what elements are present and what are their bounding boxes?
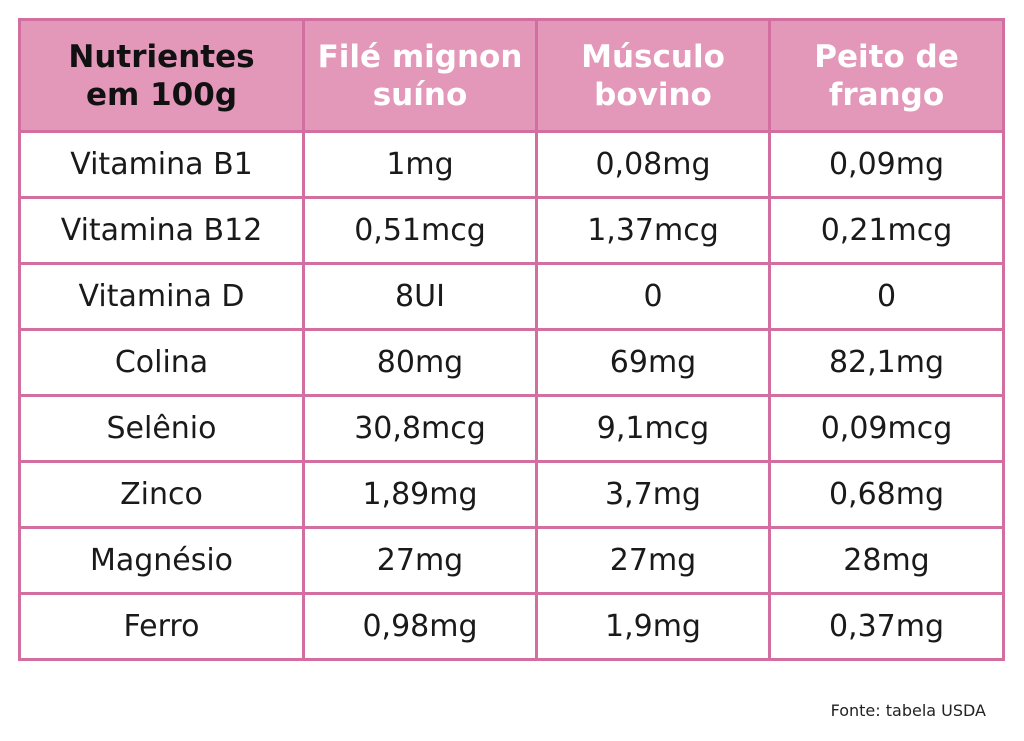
pork-value-cell: 0,98mg: [302, 592, 538, 661]
chicken-value-cell: 0,68mg: [768, 460, 1005, 529]
table-row: Selênio 30,8mcg 9,1mcg 0,09mcg: [18, 394, 1005, 463]
beef-value-cell: 0: [535, 262, 771, 331]
header-line: Músculo: [581, 38, 725, 75]
pork-value-cell: 30,8mcg: [302, 394, 538, 463]
nutrient-name-cell: Colina: [18, 328, 305, 397]
pork-value-cell: 0,51mcg: [302, 196, 538, 265]
nutrient-name-cell: Vitamina B12: [18, 196, 305, 265]
nutrient-name-cell: Selênio: [18, 394, 305, 463]
header-line: suíno: [372, 76, 468, 113]
beef-value-cell: 3,7mg: [535, 460, 771, 529]
chicken-value-cell: 0,09mg: [768, 130, 1005, 199]
nutrient-name-cell: Ferro: [18, 592, 305, 661]
chicken-value-cell: 0,21mcg: [768, 196, 1005, 265]
beef-value-cell: 1,37mcg: [535, 196, 771, 265]
beef-value-cell: 9,1mcg: [535, 394, 771, 463]
table-body: Vitamina B1 1mg 0,08mg 0,09mg Vitamina B…: [18, 130, 1005, 661]
header-line: em 100g: [85, 76, 238, 113]
chicken-value-cell: 0,09mcg: [768, 394, 1005, 463]
chicken-value-cell: 82,1mg: [768, 328, 1005, 397]
source-note: Fonte: tabela USDA: [830, 701, 986, 720]
chicken-value-cell: 0: [768, 262, 1005, 331]
pork-value-cell: 27mg: [302, 526, 538, 595]
pork-value-cell: 1,89mg: [302, 460, 538, 529]
nutrient-name-cell: Magnésio: [18, 526, 305, 595]
header-line: Peito de: [814, 38, 959, 75]
chicken-value-cell: 28mg: [768, 526, 1005, 595]
header-cell-nutrients: Nutrientes em 100g: [18, 18, 305, 133]
beef-value-cell: 27mg: [535, 526, 771, 595]
nutrient-name-cell: Zinco: [18, 460, 305, 529]
table-row: Vitamina D 8UI 0 0: [18, 262, 1005, 331]
nutrient-name-cell: Vitamina D: [18, 262, 305, 331]
pork-value-cell: 1mg: [302, 130, 538, 199]
table-row: Colina 80mg 69mg 82,1mg: [18, 328, 1005, 397]
nutrition-table: Nutrientes em 100g Filé mignon suíno Mús…: [18, 18, 1005, 661]
header-line: Nutrientes: [68, 38, 255, 75]
table-row: Ferro 0,98mg 1,9mg 0,37mg: [18, 592, 1005, 661]
nutrient-name-cell: Vitamina B1: [18, 130, 305, 199]
table-row: Vitamina B1 1mg 0,08mg 0,09mg: [18, 130, 1005, 199]
header-line: bovino: [594, 76, 712, 113]
header-cell-chicken: Peito de frango: [768, 18, 1005, 133]
chicken-value-cell: 0,37mg: [768, 592, 1005, 661]
header-cell-beef: Músculo bovino: [535, 18, 771, 133]
beef-value-cell: 0,08mg: [535, 130, 771, 199]
beef-value-cell: 69mg: [535, 328, 771, 397]
table-row: Vitamina B12 0,51mcg 1,37mcg 0,21mcg: [18, 196, 1005, 265]
beef-value-cell: 1,9mg: [535, 592, 771, 661]
header-cell-pork: Filé mignon suíno: [302, 18, 538, 133]
table-header: Nutrientes em 100g Filé mignon suíno Mús…: [18, 18, 1005, 133]
table-row: Magnésio 27mg 27mg 28mg: [18, 526, 1005, 595]
header-line: Filé mignon: [317, 38, 523, 75]
header-line: frango: [828, 76, 945, 113]
pork-value-cell: 8UI: [302, 262, 538, 331]
table-row: Zinco 1,89mg 3,7mg 0,68mg: [18, 460, 1005, 529]
header-row: Nutrientes em 100g Filé mignon suíno Mús…: [18, 18, 1005, 133]
pork-value-cell: 80mg: [302, 328, 538, 397]
